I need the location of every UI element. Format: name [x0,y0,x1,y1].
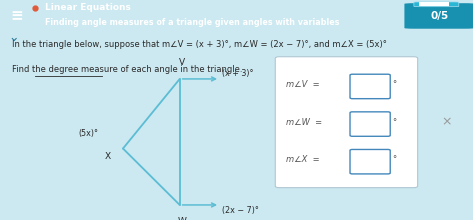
Text: °: ° [393,80,397,89]
Text: (2x − 7)°: (2x − 7)° [222,206,259,215]
FancyBboxPatch shape [350,74,390,99]
Text: V: V [179,58,185,67]
Text: Finding angle measures of a triangle given angles with variables: Finding angle measures of a triangle giv… [45,18,340,27]
FancyBboxPatch shape [275,57,418,188]
Text: Linear Equations: Linear Equations [45,3,131,12]
Text: (5x)°: (5x)° [78,129,98,138]
FancyBboxPatch shape [419,2,449,6]
FancyBboxPatch shape [350,149,390,174]
Text: ≡: ≡ [10,8,23,23]
Text: m∠V  =: m∠V = [286,80,320,89]
Text: (x + 3)°: (x + 3)° [222,69,254,78]
Text: X: X [105,152,111,161]
Text: In the triangle below, suppose that m∠V = (x + 3)°, m∠W = (2x − 7)°, and m∠X = (: In the triangle below, suppose that m∠V … [12,40,387,49]
Text: m∠W  =: m∠W = [286,118,322,127]
FancyBboxPatch shape [414,2,459,7]
FancyBboxPatch shape [404,3,473,29]
Text: Find the degree measure of each angle in the triangle.: Find the degree measure of each angle in… [12,65,242,74]
Text: °: ° [393,118,397,127]
Text: ⌄: ⌄ [9,31,19,44]
Text: ×: × [442,116,452,129]
Text: W: W [178,217,186,220]
FancyBboxPatch shape [350,112,390,136]
Text: °: ° [393,155,397,164]
Text: 0/5: 0/5 [430,11,448,21]
Text: m∠X  =: m∠X = [286,155,320,164]
